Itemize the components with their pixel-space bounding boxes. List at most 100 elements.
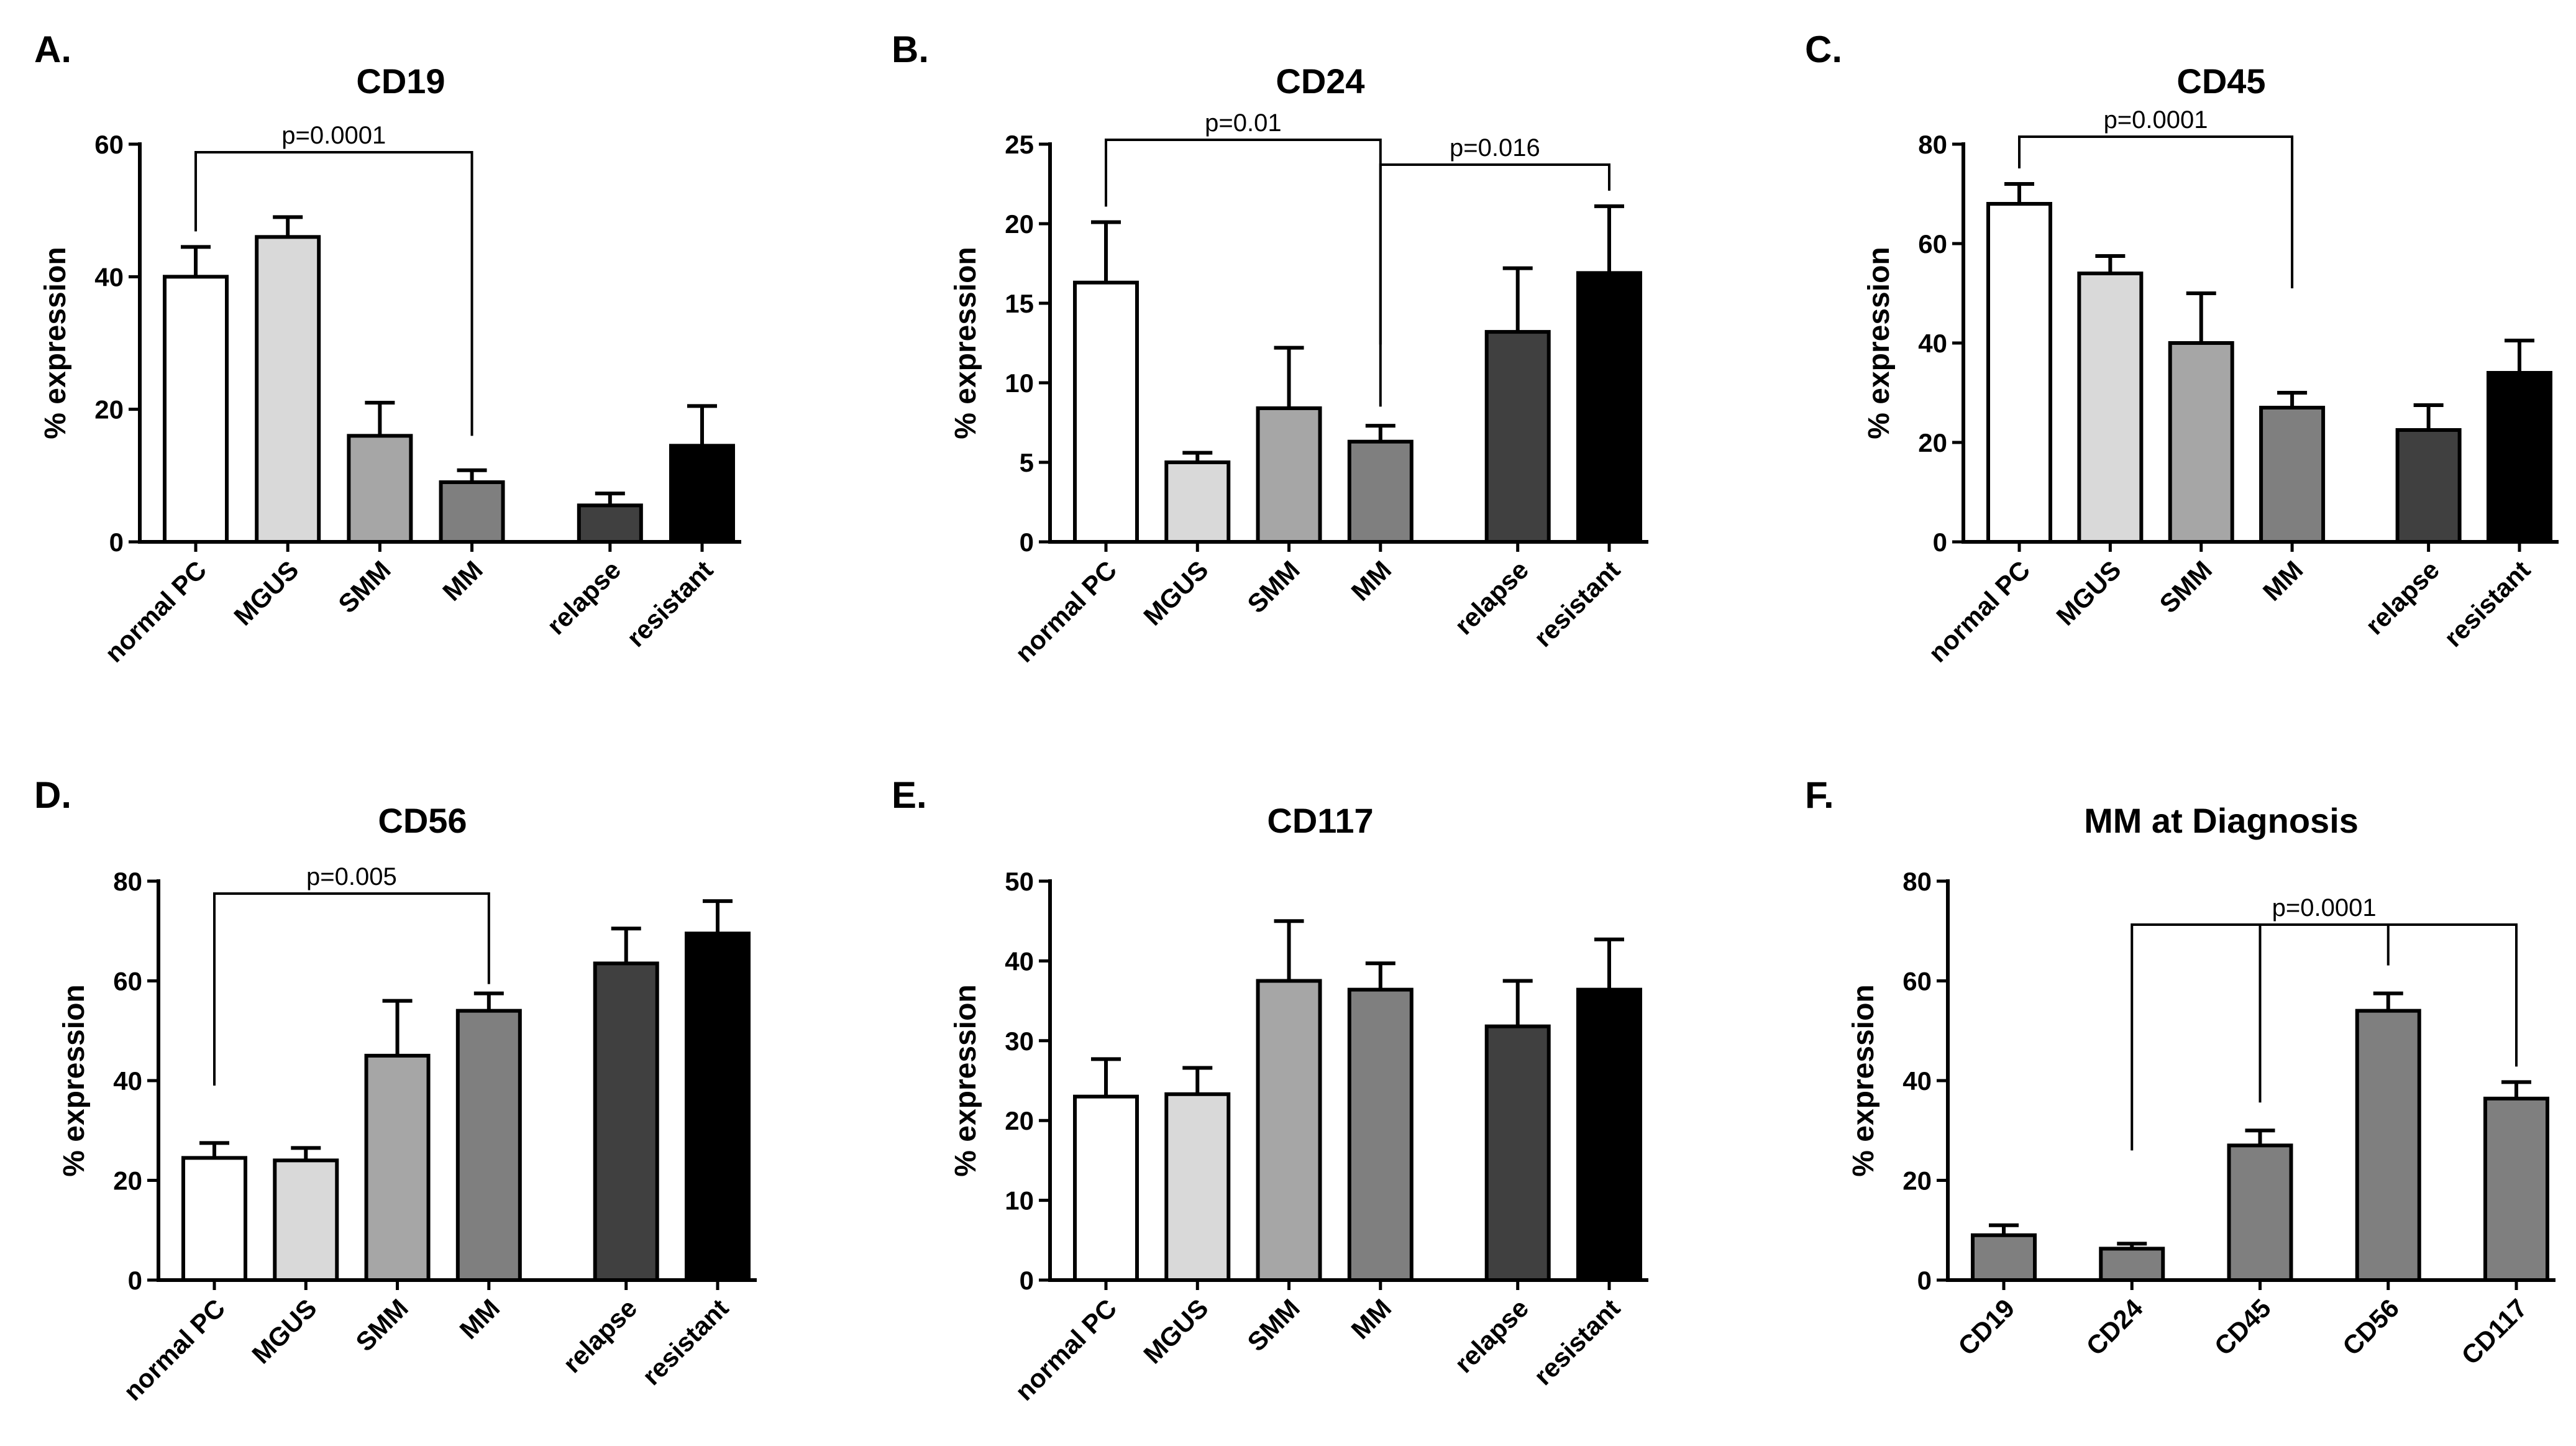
bar-normal-pc [1986, 202, 2052, 544]
x-tick-label: MM [1345, 1293, 1397, 1345]
bar-mgus [255, 235, 321, 544]
bar-normal-pc [163, 275, 229, 544]
significance-bracket [1379, 163, 1610, 407]
x-tick-label: MGUS [1138, 555, 1213, 631]
y-tick-label: 10 [1005, 1186, 1034, 1215]
chart-panel-1: A. CD19 % expression 0 20 40 60 normal PC MGUS SM… [34, 29, 741, 668]
y-tick-label: 0 [1020, 528, 1034, 557]
y-axis-label: % expression [1847, 984, 1880, 1176]
bar-resistant [1576, 987, 1642, 1283]
x-tick-label: relapse [2360, 555, 2445, 640]
y-tick-label: 0 [1917, 1266, 1932, 1295]
x-tick-label: normal PC [1010, 555, 1123, 668]
y-tick-label: 80 [1902, 867, 1932, 896]
x-tick-label: normal PC [99, 555, 212, 668]
p-value-label: p=0.0001 [2272, 894, 2377, 922]
x-tick-label: relapse [1449, 1293, 1534, 1378]
panel-letter: F. [1805, 774, 1834, 816]
bar-mm [1347, 987, 1414, 1283]
y-tick-label: 25 [1005, 130, 1034, 159]
significance-bracket [194, 151, 473, 436]
bar-mgus [1164, 460, 1231, 544]
y-tick-label: 0 [1933, 528, 1947, 557]
x-tick-label: CD24 [2080, 1293, 2149, 1361]
y-tick-label: 50 [1005, 867, 1034, 896]
y-tick-label: 60 [1902, 967, 1932, 996]
bar-mm [455, 1009, 522, 1283]
bar-relapse [2395, 428, 2462, 544]
bar-cd117 [2483, 1096, 2549, 1282]
x-tick-label: SMM [332, 555, 396, 619]
p-value-label: p=0.0001 [281, 122, 386, 149]
x-tick-label: MGUS [1138, 1293, 1213, 1369]
panel-letter: C. [1805, 29, 1842, 70]
chart-title: CD24 [1276, 62, 1364, 101]
y-tick-label: 30 [1005, 1027, 1034, 1056]
y-tick-label: 40 [1918, 329, 1947, 358]
x-tick-label: MGUS [2050, 555, 2126, 631]
x-tick-label: MGUS [228, 555, 304, 631]
bar-relapse [577, 503, 643, 544]
bar-mgus [1164, 1092, 1231, 1282]
x-tick-label: resistant [621, 555, 718, 652]
chart-panel-3: C. CD45 % expression 0 20 40 60 80 normal PC MGUS… [1805, 29, 2559, 668]
y-axis-label: % expression [949, 247, 982, 439]
bar-resistant [2487, 371, 2552, 544]
y-tick-label: 20 [113, 1166, 142, 1196]
y-tick-label: 0 [1020, 1266, 1034, 1295]
y-axis-label: % expression [949, 984, 982, 1176]
bar-relapse [1484, 330, 1551, 544]
bar-resistant [685, 931, 751, 1282]
x-tick-label: MM [1345, 555, 1397, 606]
bar-relapse [1484, 1024, 1551, 1282]
y-tick-label: 15 [1005, 289, 1034, 318]
x-tick-label: MM [437, 555, 488, 606]
y-tick-label: 60 [113, 967, 142, 996]
bar-smm [1256, 406, 1322, 544]
x-tick-label: normal PC [118, 1293, 231, 1406]
significance-bracket [213, 892, 490, 1086]
bar-mm [439, 480, 505, 544]
x-tick-label: SMM [2154, 555, 2218, 619]
p-value-label: p=0.01 [1205, 109, 1281, 137]
x-tick-label: CD117 [2455, 1293, 2533, 1370]
significance-bracket [1105, 139, 1382, 345]
bar-cd45 [2227, 1143, 2293, 1282]
bar-smm [364, 1053, 431, 1282]
y-tick-label: 10 [1005, 368, 1034, 398]
significance-bracket [2131, 923, 2518, 1151]
x-tick-label: MM [454, 1293, 505, 1345]
bar-cd24 [2099, 1247, 2165, 1283]
y-axis-label: % expression [1863, 247, 1896, 439]
x-tick-label: resistant [2438, 555, 2536, 652]
bar-cd19 [1971, 1233, 2037, 1283]
bar-resistant [669, 444, 735, 544]
x-tick-label: normal PC [1923, 555, 2036, 668]
bar-relapse [593, 961, 659, 1282]
bar-smm [347, 434, 413, 544]
chart-title: CD19 [356, 62, 445, 101]
p-value-label: p=0.016 [1450, 134, 1540, 162]
bar-mm [2259, 406, 2326, 544]
y-tick-label: 20 [1902, 1166, 1932, 1196]
bar-smm [2168, 341, 2234, 544]
panel-letter: D. [34, 774, 71, 816]
chart-title: CD117 [1267, 801, 1373, 840]
bar-resistant [1576, 271, 1642, 544]
x-tick-label: CD45 [2209, 1293, 2277, 1361]
bar-smm [1256, 979, 1322, 1282]
panel-letter: E. [892, 774, 927, 816]
y-axis-label: % expression [39, 247, 72, 439]
x-tick-label: relapse [1449, 555, 1534, 640]
significance-bracket [2018, 135, 2294, 288]
p-value-label: p=0.005 [306, 863, 397, 890]
x-tick-label: normal PC [1010, 1293, 1123, 1406]
x-tick-label: resistant [636, 1293, 734, 1391]
x-tick-label: resistant [1528, 555, 1625, 652]
y-tick-label: 60 [1918, 229, 1947, 259]
y-tick-label: 40 [94, 262, 124, 291]
y-tick-label: 40 [113, 1066, 142, 1096]
bar-normal-pc [1073, 1094, 1139, 1283]
bar-mgus [273, 1158, 339, 1283]
